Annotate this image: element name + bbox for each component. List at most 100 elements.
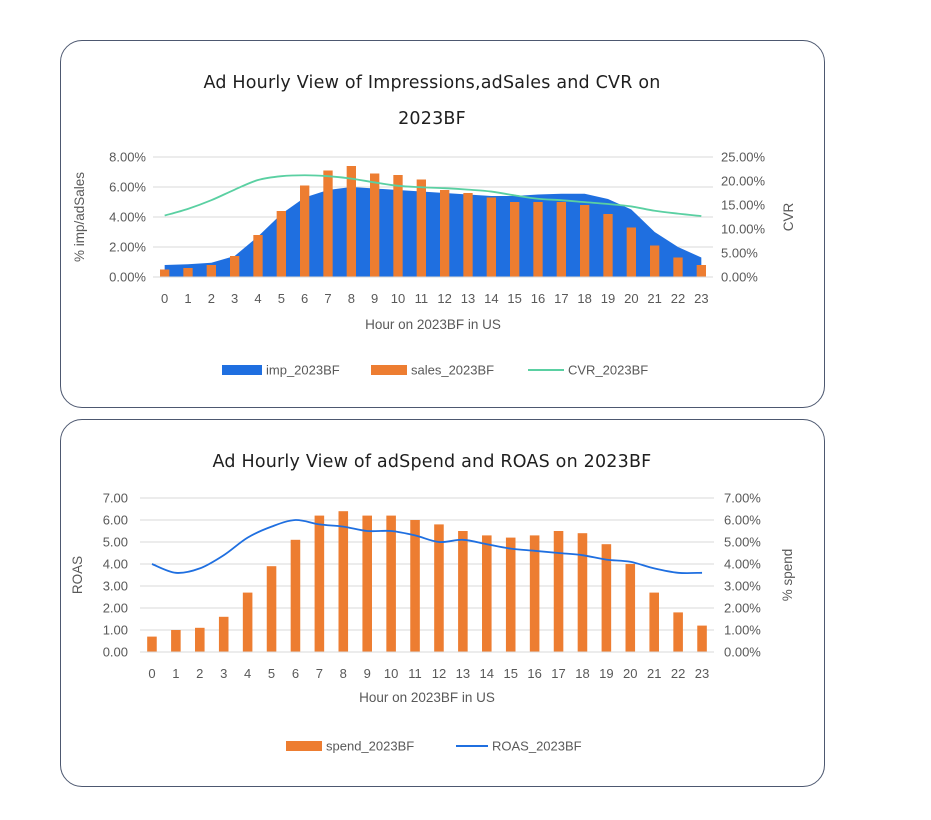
bar-sales_2023BF-19 — [603, 214, 613, 277]
bar-spend_2023BF-3 — [218, 616, 229, 652]
right-axis-tick-label: 4.00% — [724, 557, 761, 572]
x-axis-tick-label: 4 — [244, 666, 251, 681]
bar-spend_2023BF-8 — [338, 511, 349, 652]
bar-spend_2023BF-14 — [482, 535, 492, 652]
left-axis-tick-label: 5.00 — [103, 535, 128, 550]
x-axis-tick-label: 19 — [599, 666, 613, 681]
x-axis-tick-label: 11 — [408, 666, 422, 681]
bar-spend_2023BF-16 — [529, 535, 540, 652]
x-axis-tick-label: 9 — [371, 291, 378, 306]
x-axis-tick-label: 9 — [364, 666, 371, 681]
x-axis-tick-label: 23 — [695, 666, 709, 681]
x-axis-tick-label: 8 — [340, 666, 347, 681]
right-axis-tick-label: 6.00% — [724, 513, 761, 528]
left-axis-label: ROAS — [70, 556, 85, 594]
bar-sales_2023BF-13 — [463, 193, 473, 277]
x-axis-tick-label: 6 — [301, 291, 308, 306]
right-axis-tick-label: 3.00% — [724, 579, 761, 594]
bar-spend_2023BF-11 — [410, 520, 420, 652]
x-axis-tick-label: 7 — [316, 666, 323, 681]
bar-sales_2023BF-3 — [230, 256, 240, 277]
chart-title-line: 2023BF — [398, 109, 466, 129]
bar-spend_2023BF-5 — [266, 566, 277, 652]
bar-sales_2023BF-0 — [160, 269, 170, 277]
x-axis-tick-label: 7 — [324, 291, 331, 306]
bar-sales_2023BF-20 — [626, 227, 636, 277]
x-axis-tick-label: 23 — [694, 291, 708, 306]
left-axis-tick-label: 2.00 — [103, 601, 128, 616]
x-axis-tick-label: 22 — [671, 291, 685, 306]
left-axis-tick-label: 4.00% — [109, 210, 146, 225]
x-axis-tick-label: 4 — [254, 291, 261, 306]
legend-swatch-sales_2023BF — [371, 365, 407, 375]
x-axis-label: Hour on 2023BF in US — [365, 317, 501, 332]
bar-spend_2023BF-15 — [505, 537, 516, 652]
x-axis-tick-label: 14 — [484, 291, 498, 306]
legend-label-sales_2023BF: sales_2023BF — [411, 363, 494, 378]
bar-spend_2023BF-7 — [314, 515, 325, 652]
left-axis-tick-label: 0.00 — [103, 645, 128, 660]
x-axis-tick-label: 11 — [415, 291, 429, 306]
bar-sales_2023BF-23 — [696, 265, 706, 277]
x-axis-tick-label: 17 — [554, 291, 568, 306]
bar-sales_2023BF-11 — [416, 179, 426, 277]
right-axis-tick-label: 15.00% — [721, 198, 766, 213]
right-axis-tick-label: 10.00% — [721, 222, 766, 237]
legend-label-spend_2023BF: spend_2023BF — [326, 739, 414, 754]
bar-sales_2023BF-15 — [510, 202, 520, 277]
chart-title-line: Ad Hourly View of Impressions,adSales an… — [203, 73, 660, 93]
x-axis-tick-label: 18 — [577, 291, 591, 306]
bar-sales_2023BF-14 — [486, 197, 496, 277]
left-axis-tick-label: 4.00 — [103, 557, 128, 572]
right-axis-label: % spend — [780, 549, 795, 602]
bar-sales_2023BF-9 — [370, 173, 380, 277]
left-axis-tick-label: 7.00 — [103, 491, 128, 506]
bar-spend_2023BF-19 — [601, 544, 612, 652]
right-axis-tick-label: 20.00% — [721, 174, 766, 189]
x-axis-tick-label: 2 — [208, 291, 215, 306]
x-axis-tick-label: 15 — [507, 291, 521, 306]
bar-sales_2023BF-7 — [323, 170, 333, 277]
bar-spend_2023BF-2 — [195, 627, 205, 652]
x-axis-tick-label: 21 — [647, 291, 661, 306]
x-axis-tick-label: 16 — [531, 291, 545, 306]
right-axis-tick-label: 7.00% — [724, 491, 761, 506]
left-axis-tick-label: 6.00 — [103, 513, 128, 528]
legend-label-imp_2023BF: imp_2023BF — [266, 363, 340, 378]
x-axis-tick-label: 14 — [480, 666, 494, 681]
legend-label-ROAS_2023BF: ROAS_2023BF — [492, 739, 582, 754]
left-axis-tick-label: 0.00% — [109, 270, 146, 285]
chart-title-line: Ad Hourly View of adSpend and ROAS on 20… — [213, 452, 652, 472]
bar-spend_2023BF-18 — [577, 533, 588, 652]
x-axis-tick-label: 1 — [172, 666, 179, 681]
bar-spend_2023BF-10 — [386, 515, 396, 652]
x-axis-tick-label: 10 — [391, 291, 405, 306]
bar-sales_2023BF-2 — [206, 265, 216, 277]
bar-spend_2023BF-20 — [625, 564, 636, 652]
right-axis-tick-label: 1.00% — [724, 623, 761, 638]
line-series-ROAS_2023BF — [151, 519, 703, 575]
bar-spend_2023BF-12 — [434, 524, 444, 652]
bar-spend_2023BF-0 — [147, 636, 157, 652]
x-axis-tick-label: 20 — [623, 666, 637, 681]
bar-spend_2023BF-23 — [697, 625, 707, 652]
x-axis-tick-label: 10 — [384, 666, 398, 681]
x-axis-tick-label: 22 — [671, 666, 685, 681]
bar-sales_2023BF-10 — [393, 175, 403, 277]
x-axis-tick-label: 0 — [148, 666, 155, 681]
bar-spend_2023BF-17 — [553, 531, 564, 652]
x-axis-tick-label: 21 — [647, 666, 661, 681]
bar-sales_2023BF-16 — [533, 202, 543, 277]
x-axis-tick-label: 16 — [527, 666, 541, 681]
x-axis-tick-label: 19 — [601, 291, 615, 306]
bar-sales_2023BF-4 — [253, 235, 263, 277]
bar-sales_2023BF-17 — [556, 202, 566, 277]
legend-swatch-imp_2023BF — [222, 365, 262, 375]
x-axis-tick-label: 5 — [278, 291, 285, 306]
legend-swatch-spend_2023BF — [286, 741, 322, 751]
left-axis-tick-label: 6.00% — [109, 180, 146, 195]
left-axis-tick-label: 1.00 — [103, 623, 128, 638]
x-axis-tick-label: 17 — [551, 666, 565, 681]
bar-spend_2023BF-6 — [290, 539, 301, 652]
